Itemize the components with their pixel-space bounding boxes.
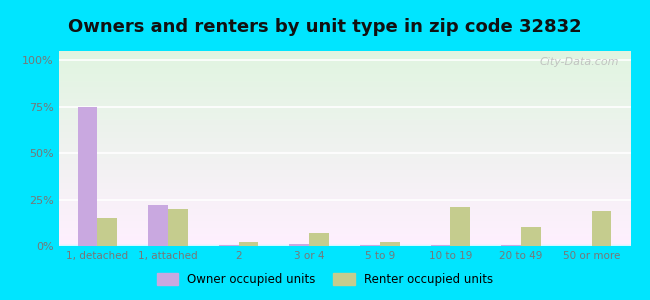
Bar [431, 245, 450, 246]
Bar [219, 245, 239, 246]
Bar [289, 244, 309, 246]
Bar [360, 245, 380, 246]
Bar [77, 107, 98, 246]
Bar [521, 227, 541, 246]
Bar [148, 205, 168, 246]
Bar [239, 242, 258, 246]
Text: Owners and renters by unit type in zip code 32832: Owners and renters by unit type in zip c… [68, 18, 582, 36]
Text: City-Data.com: City-Data.com [540, 57, 619, 67]
Bar [168, 209, 188, 246]
Bar [450, 207, 470, 246]
Legend: Owner occupied units, Renter occupied units: Owner occupied units, Renter occupied un… [152, 268, 498, 291]
Bar [309, 233, 329, 246]
Bar [592, 211, 612, 246]
Bar [501, 245, 521, 246]
Bar [380, 242, 400, 246]
Bar [98, 218, 117, 246]
